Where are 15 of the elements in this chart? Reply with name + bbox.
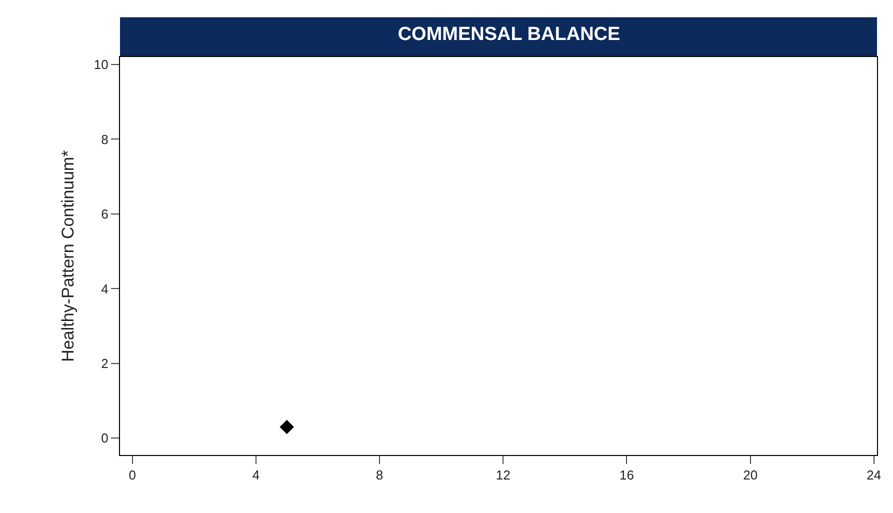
x-tick-label: 24 — [866, 468, 882, 483]
y-tick-label: 6 — [101, 206, 108, 222]
x-tick-label: 16 — [619, 468, 634, 483]
x-tick-label: 20 — [743, 468, 758, 483]
chart-title: COMMENSAL BALANCE — [398, 24, 620, 45]
x-tick-label: 12 — [496, 468, 510, 483]
y-tick-label: 8 — [101, 132, 108, 147]
y-tick-label: 10 — [94, 57, 108, 72]
y-tick-label: 2 — [101, 356, 108, 371]
y-tick-label: 0 — [101, 430, 108, 446]
y-axis-title: Healthy-Pattern Continuum* — [58, 150, 78, 362]
x-tick-label: 8 — [376, 468, 384, 483]
x-tick-label: 4 — [252, 468, 260, 483]
y-tick-label: 4 — [101, 281, 108, 296]
x-tick-label: 0 — [128, 468, 136, 483]
